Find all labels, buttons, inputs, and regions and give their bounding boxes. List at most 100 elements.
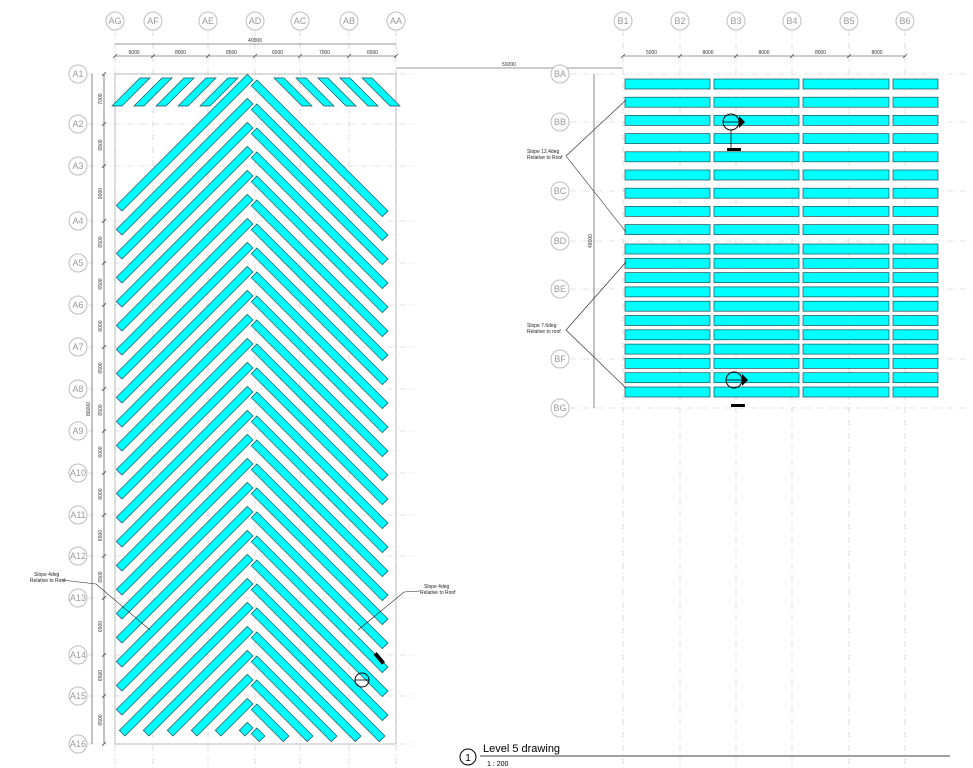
- solar-panel-row: [892, 224, 939, 235]
- solar-panel-row: [892, 272, 939, 283]
- section-marker-left: [354, 652, 386, 688]
- grid-bubble-ae: [198, 11, 218, 31]
- solar-panel-row: [713, 329, 800, 341]
- grid-bubble-b5: [839, 11, 859, 31]
- grid-label-a5: A5: [72, 258, 83, 268]
- slope-note-right-line1: Slope 4deg: [424, 584, 450, 590]
- solar-panel-row: [624, 133, 711, 144]
- solar-panel-row: [713, 358, 800, 369]
- solar-panel-row: [250, 559, 389, 698]
- dimension-text: 6500: [98, 670, 104, 681]
- solar-panel-row: [624, 151, 711, 163]
- grid-bubble-ad: [245, 11, 265, 31]
- dimension-text: 8000: [871, 50, 882, 56]
- grid-bubble-b3: [726, 11, 746, 31]
- solar-panel-row: [250, 703, 290, 743]
- grid-label-b5: B5: [843, 16, 854, 26]
- grid-label-aa: AA: [390, 16, 402, 26]
- solar-panel-row: [802, 329, 890, 341]
- solar-panel-row: [250, 103, 389, 242]
- solar-panel-row: [802, 78, 890, 90]
- grid-bubble-a11: [68, 505, 88, 525]
- drawing-number: 1: [465, 753, 471, 764]
- solar-panel-row: [624, 386, 711, 398]
- solar-panel-row: [115, 289, 254, 428]
- solar-panel-row: [115, 121, 254, 260]
- solar-panel-row: [713, 96, 800, 108]
- dimension-text: 5000: [646, 50, 657, 56]
- dimension-text: 6500: [98, 278, 104, 289]
- grid-label-bb: BB: [554, 117, 566, 127]
- section-marker-top: [722, 113, 745, 151]
- leader-line: [61, 579, 151, 631]
- grid-label-ad: AD: [249, 16, 262, 26]
- solar-panel-row: [713, 272, 800, 283]
- solar-panel-row: [892, 257, 939, 269]
- drawing-title: Level 5 drawing: [483, 743, 560, 755]
- slope-note-right: Slope 4deg Relative to Roof: [357, 584, 456, 631]
- solar-panel-row: [624, 187, 711, 199]
- slope-note-top-line1: Slope 12.4deg: [527, 149, 559, 155]
- solar-panel-row: [892, 169, 939, 181]
- solar-panel-row: [624, 372, 711, 384]
- dimension-tick: [101, 652, 107, 658]
- dimension-text: 6000: [98, 320, 104, 331]
- solar-panel-row: [166, 649, 254, 737]
- solar-panel-row: [133, 77, 173, 107]
- dimension-tick: [150, 53, 156, 59]
- solar-panel-row: [624, 96, 711, 108]
- grid-label-a11: A11: [70, 510, 85, 520]
- section-marker-bottom: [725, 371, 748, 407]
- grid-bubble-a16: [68, 734, 88, 754]
- grid-label-a14: A14: [70, 650, 86, 660]
- solar-panel-row: [115, 409, 254, 548]
- solar-panel-row: [713, 286, 800, 298]
- dimension-tick: [101, 260, 107, 266]
- dimension-text: 40000: [248, 38, 262, 44]
- dimension-text: 8000: [758, 50, 769, 56]
- solar-panel-row: [892, 206, 939, 217]
- grid-bubble-a8: [68, 379, 88, 399]
- grid-bubble-aa: [386, 11, 406, 31]
- grid-label-a13: A13: [70, 593, 86, 603]
- solar-panel-row: [892, 151, 939, 163]
- dimension-tick: [101, 71, 107, 77]
- solar-panel-row: [892, 133, 939, 144]
- solar-panel-row: [624, 315, 711, 326]
- leader-line: [565, 99, 627, 157]
- dimension-text: 6500: [98, 621, 104, 632]
- solar-panel-row: [802, 206, 890, 217]
- dimension-text: 59200: [502, 62, 516, 68]
- solar-panel-row: [713, 115, 800, 126]
- solar-panel-row: [802, 272, 890, 283]
- grid-label-b4: B4: [786, 16, 797, 26]
- solar-panel-row: [624, 286, 711, 298]
- solar-panel-row: [115, 361, 254, 500]
- slope-note-left: Slope 4deg Relative to Roof: [30, 572, 151, 631]
- grid-label-a4: A4: [72, 216, 83, 226]
- grid-bubble-bd: [550, 231, 570, 251]
- grid-bubble-bc: [550, 181, 570, 201]
- dimension-tick: [789, 53, 795, 59]
- dimension-tick: [101, 344, 107, 350]
- solar-panel-row: [892, 300, 939, 312]
- solar-panel-row: [115, 529, 254, 668]
- solar-panel-row: [624, 257, 711, 269]
- slope-note-left-line2: Relative to Roof: [30, 578, 66, 584]
- solar-panel-row: [802, 151, 890, 163]
- grid-bubble-a7: [68, 337, 88, 357]
- dimension-tick: [620, 53, 626, 59]
- dimension-text: 48000: [588, 234, 594, 248]
- solar-panel-row: [115, 481, 254, 620]
- slope-note-bottom: Slope 7.6deg Relative to roof: [527, 261, 627, 389]
- dimension-text: 8000: [815, 50, 826, 56]
- dimension-tick: [205, 53, 211, 59]
- solar-panel-row: [802, 372, 890, 384]
- solar-panel-row: [250, 439, 389, 578]
- solar-panel-row: [713, 206, 800, 217]
- solar-panel-row: [250, 655, 338, 743]
- dimension-text: 9000: [98, 188, 104, 199]
- grid-bubble-a1: [68, 64, 88, 84]
- solar-panel-row: [802, 243, 890, 255]
- solar-panel-row: [115, 97, 254, 236]
